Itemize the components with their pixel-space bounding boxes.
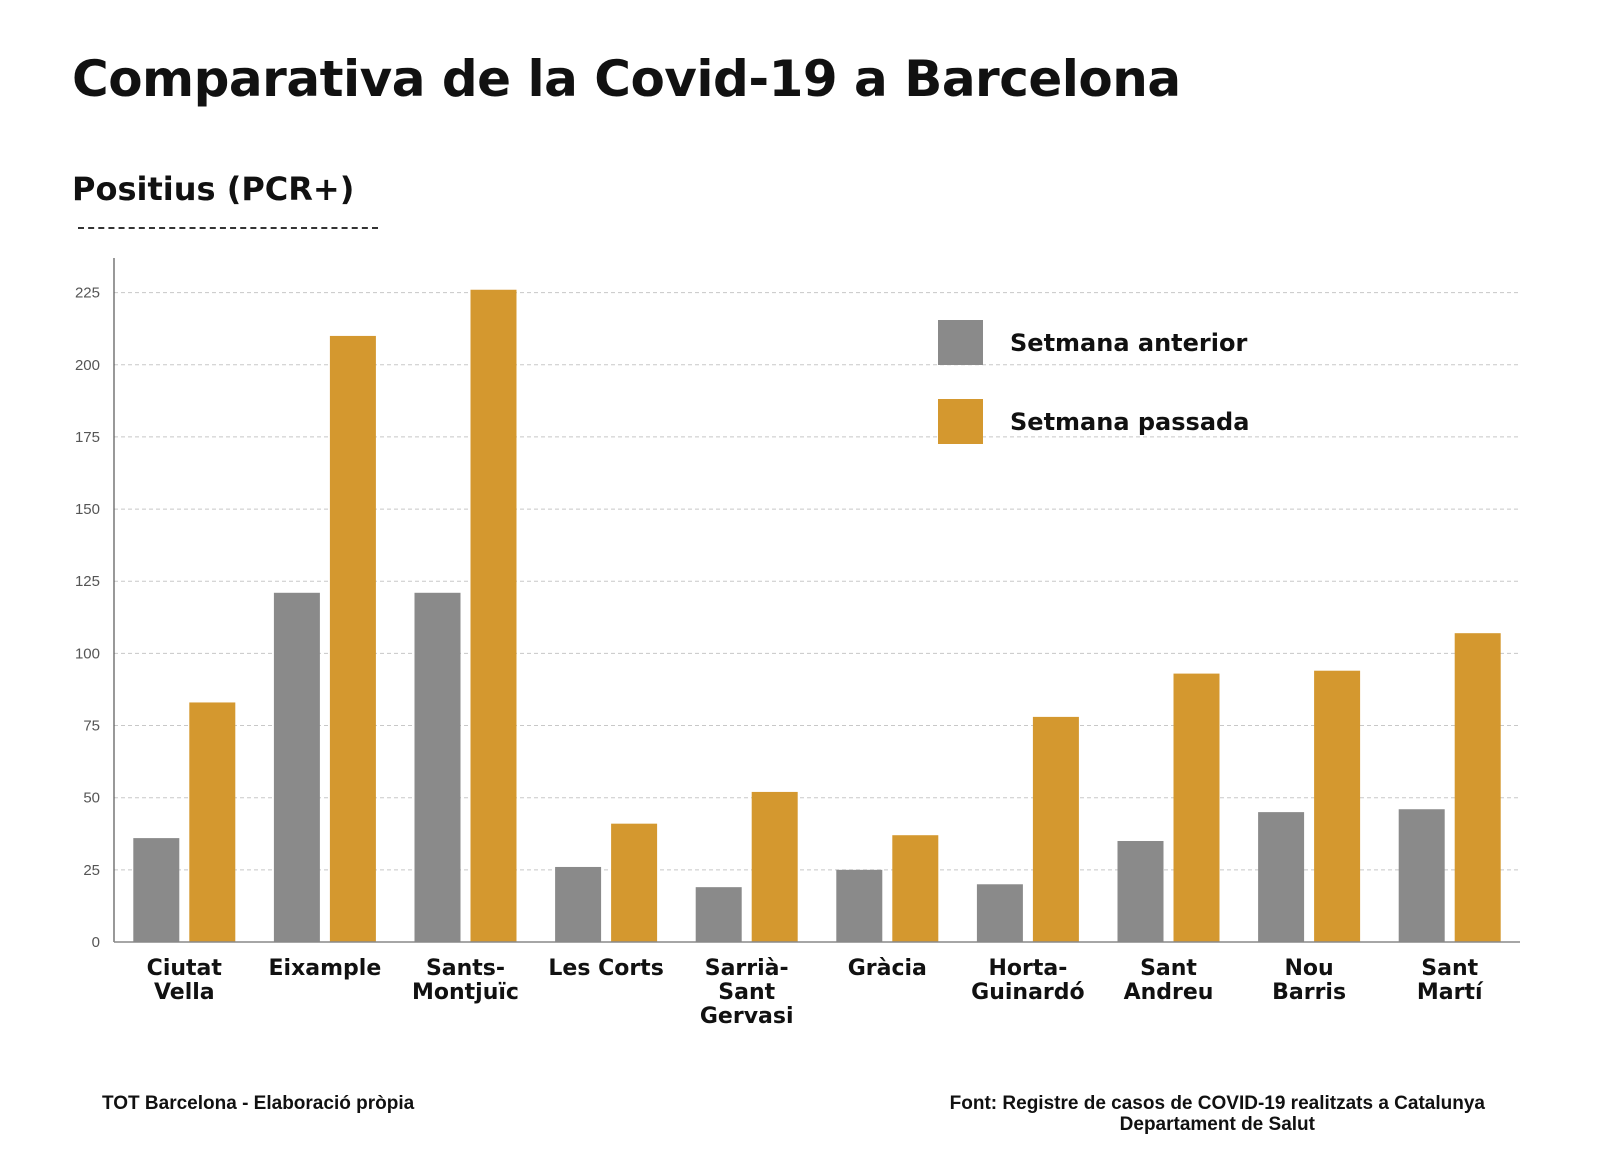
x-category-label: Horta-Guinardó bbox=[971, 956, 1084, 1005]
legend: Setmana anterior Setmana passada bbox=[938, 320, 1249, 444]
legend-label: Setmana anterior bbox=[1010, 329, 1247, 357]
bar-passada bbox=[1032, 716, 1079, 942]
bar-passada bbox=[611, 823, 658, 942]
footer-source: Font: Registre de casos de COVID-19 real… bbox=[950, 1093, 1485, 1135]
y-tick-label: 0 bbox=[92, 934, 100, 951]
y-axis-ticks: 0 25 50 75 100 125 150 175 200 225 bbox=[75, 285, 100, 951]
bars bbox=[133, 289, 1501, 942]
bar-anterior bbox=[1258, 812, 1305, 942]
y-tick-label: 175 bbox=[75, 429, 100, 446]
x-category-label: Sants-Montjuïc bbox=[412, 956, 519, 1005]
legend-swatch bbox=[938, 399, 983, 444]
y-tick-label: 125 bbox=[75, 573, 100, 590]
y-tick-label: 225 bbox=[75, 285, 100, 302]
x-category-label: Nou Barris bbox=[1272, 956, 1346, 1005]
subtitle-divider bbox=[78, 227, 378, 229]
bar-passada bbox=[1454, 633, 1501, 942]
chart-subtitle: Positius (PCR+) bbox=[72, 170, 355, 208]
x-category-label: Les Corts bbox=[548, 956, 663, 981]
bar-anterior bbox=[273, 592, 320, 942]
bar-anterior bbox=[133, 838, 180, 942]
y-tick-label: 50 bbox=[83, 790, 100, 807]
bar-passada bbox=[892, 835, 939, 942]
x-category-label: Eixample bbox=[269, 956, 382, 981]
bar-anterior bbox=[414, 592, 461, 942]
bar-passada bbox=[1173, 673, 1220, 942]
y-tick-label: 25 bbox=[83, 862, 100, 879]
legend-swatch bbox=[938, 320, 983, 365]
x-category-label: Sant Martí bbox=[1417, 956, 1484, 1005]
legend-label: Setmana passada bbox=[1010, 408, 1249, 436]
bar-passada bbox=[189, 702, 236, 942]
y-tick-label: 75 bbox=[83, 718, 100, 735]
bar-anterior bbox=[976, 884, 1023, 942]
bar-anterior bbox=[1398, 809, 1445, 942]
bar-anterior bbox=[555, 866, 602, 942]
x-category-label: Gràcia bbox=[848, 956, 927, 981]
y-tick-label: 150 bbox=[75, 501, 100, 518]
x-category-label: Sant Andreu bbox=[1124, 956, 1214, 1005]
x-axis-labels: Ciutat Vella Eixample Sants-Montjuïc Les Cor… bbox=[147, 956, 1484, 1029]
footer-credit: TOT Barcelona - Elaboració pròpia bbox=[102, 1093, 415, 1114]
x-category-label: Ciutat Vella bbox=[147, 956, 223, 1005]
y-tick-label: 200 bbox=[75, 357, 100, 374]
bar-anterior bbox=[836, 869, 883, 942]
footer-source-line2: Departament de Salut bbox=[1119, 1114, 1315, 1135]
bar-anterior bbox=[1117, 840, 1164, 942]
footer-source-line1: Font: Registre de casos de COVID-19 real… bbox=[949, 1093, 1485, 1114]
x-category-label: Sarrià-Sant Gervasi bbox=[700, 956, 794, 1029]
bar-anterior bbox=[695, 887, 742, 942]
gridlines bbox=[114, 292, 1520, 871]
bar-chart: 0 25 50 75 100 125 150 175 200 225 Ciutat Vella Eix… bbox=[75, 258, 1520, 1029]
bar-passada bbox=[329, 335, 376, 942]
bar-passada bbox=[470, 289, 517, 942]
axes bbox=[113, 258, 1520, 943]
y-tick-label: 100 bbox=[75, 645, 100, 662]
bar-passada bbox=[751, 791, 798, 942]
bar-passada bbox=[1314, 670, 1361, 942]
chart-title: Comparativa de la Covid-19 a Barcelona bbox=[72, 50, 1181, 108]
